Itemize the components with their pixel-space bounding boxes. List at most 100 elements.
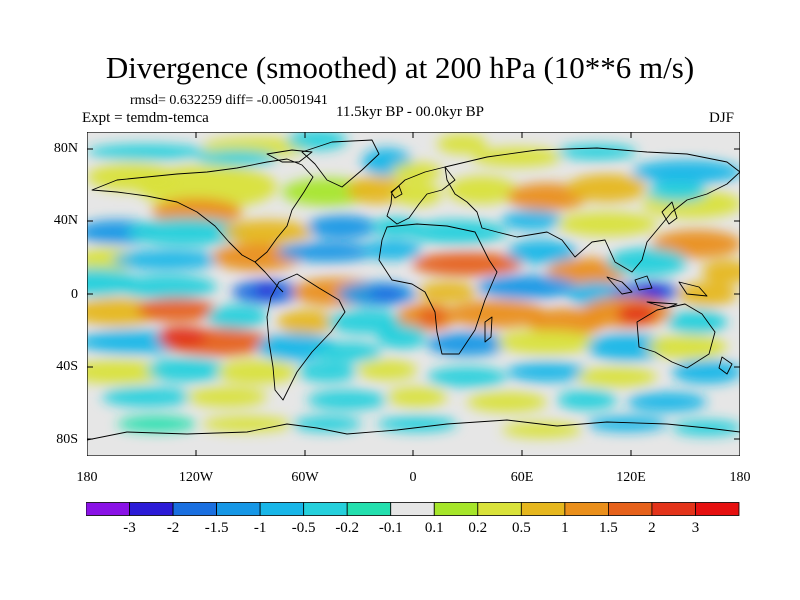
field-blob [427, 367, 507, 387]
field-blob [607, 248, 687, 276]
colorbar-box [129, 502, 174, 516]
field-blob [497, 330, 597, 354]
lon-label: 60E [510, 470, 534, 485]
colorbar-label: 0.2 [468, 520, 488, 536]
colorbar-label: -0.1 [378, 520, 403, 536]
field-blob [287, 132, 347, 150]
field-blob [667, 310, 727, 334]
colorbar-label: -1.5 [204, 520, 229, 536]
field-blob [467, 392, 547, 412]
coastlines [87, 139, 740, 441]
lat-label: 80N [53, 141, 78, 156]
colorbar-box [651, 502, 696, 516]
colorbar-label: 0.1 [424, 520, 444, 536]
map-ticks [87, 132, 740, 456]
field-blob [147, 358, 227, 382]
field-blob [307, 215, 377, 239]
colorbar-label: 1 [561, 520, 569, 536]
field-blob [647, 335, 727, 359]
field-blob [187, 387, 267, 407]
field-blob [197, 150, 277, 166]
field-blob [672, 360, 740, 384]
colorbar-box [608, 502, 653, 516]
field-blob [412, 252, 522, 276]
lon-label: 0 [409, 470, 417, 485]
colorbar-box [303, 502, 348, 516]
field-blob [297, 362, 357, 382]
field-blob [112, 250, 222, 270]
field-blob [437, 134, 487, 154]
colorbar-box [346, 502, 392, 516]
field-blob [557, 144, 637, 160]
colorbar [86, 502, 740, 516]
colorbar-box [86, 502, 130, 516]
field-blob [202, 416, 292, 432]
lat-label: 0 [71, 287, 78, 302]
field-blob [102, 387, 192, 407]
colorbar-box [172, 502, 217, 516]
field-blob [207, 305, 267, 329]
lon-label: 120W [178, 470, 214, 485]
lon-label: 120E [616, 470, 646, 485]
field-blob [369, 286, 405, 302]
field-blob [312, 342, 382, 362]
field-blob [637, 284, 667, 300]
colorbar-box [390, 502, 435, 516]
colorbar-label: -0.5 [291, 520, 316, 536]
field-blob [255, 284, 279, 296]
colorbar-label: -1 [253, 520, 267, 536]
field-blob [677, 282, 737, 306]
field-blob [392, 162, 442, 182]
colorbar-label: 2 [648, 520, 656, 536]
field-blob [647, 182, 707, 202]
colorbar-box [259, 502, 305, 516]
field-blob [387, 387, 447, 407]
field-blob [87, 360, 167, 384]
field-blob [567, 174, 647, 202]
lon-label: 180 [729, 470, 751, 485]
lon-label: 60W [291, 470, 319, 485]
field-blob [137, 165, 277, 209]
field-blob [362, 240, 422, 260]
divergence-map [87, 132, 740, 456]
field-blob [447, 300, 547, 328]
figure-title: Divergence (smoothed) at 200 hPa (10**6 … [105, 50, 695, 85]
field-blob [617, 304, 657, 324]
field-blob [392, 182, 442, 206]
field-blob [222, 220, 312, 244]
lon-label: 180 [76, 470, 98, 485]
field-blob [477, 275, 577, 299]
field-blob [307, 390, 387, 410]
field-blob [117, 275, 217, 299]
colorbar-box [433, 502, 479, 516]
field-blob [507, 240, 577, 264]
field-blob [377, 325, 427, 349]
field-blob [377, 416, 457, 432]
colorbar-box [477, 502, 522, 516]
stats-line: rmsd= 0.632259 diff= -0.00501941 [130, 93, 328, 108]
experiment-label: Expt = temdm-temca [82, 110, 209, 126]
field-blob [87, 144, 207, 160]
field-blob [417, 282, 477, 302]
field-blob [547, 258, 627, 286]
period-label: 11.5kyr BP - 00.0kyr BP [335, 104, 485, 120]
field-blob [702, 260, 740, 284]
colorbar-box [520, 502, 566, 516]
field-blob [357, 360, 417, 380]
field-blob [472, 147, 562, 167]
field-blob [652, 230, 740, 258]
field-blob [137, 298, 217, 322]
field-blob [507, 183, 587, 211]
colorbar-label: 0.5 [511, 520, 531, 536]
colorbar-label: 1.5 [599, 520, 618, 536]
field-blob [418, 307, 446, 327]
colorbar-box [695, 502, 740, 516]
colorbar-box [564, 502, 609, 516]
field-blob [502, 210, 562, 230]
field-blob [507, 362, 587, 382]
lat-label: 80S [56, 432, 78, 447]
field-blob [632, 160, 740, 184]
field-blob [557, 212, 657, 236]
field-blob [557, 390, 617, 410]
colorbar-label: 3 [691, 520, 700, 536]
